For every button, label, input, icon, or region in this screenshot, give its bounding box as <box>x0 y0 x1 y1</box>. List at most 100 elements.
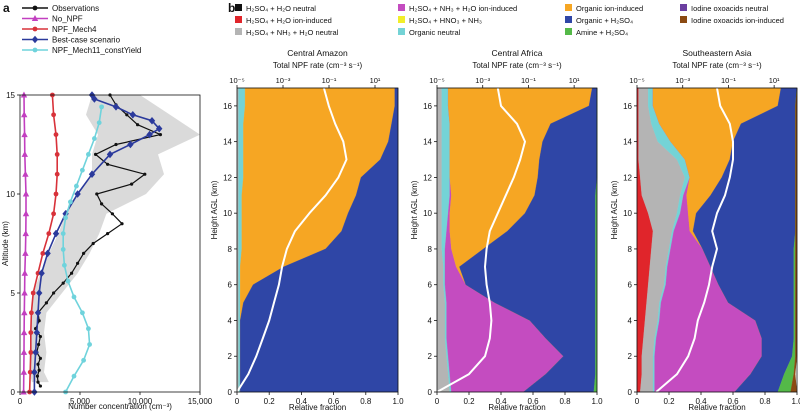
data-point <box>46 231 52 237</box>
data-point <box>106 150 114 159</box>
data-point <box>143 172 147 176</box>
data-point <box>106 162 110 166</box>
legend-swatch <box>565 4 572 11</box>
plot-frame <box>436 87 598 393</box>
y-tick-label: 16 <box>423 102 432 111</box>
y-tick-label: 6 <box>228 281 233 290</box>
x-tick-label: 0.4 <box>296 397 308 406</box>
data-point <box>52 229 60 238</box>
y-tick-label: 0 <box>11 388 16 397</box>
legend-item-h2so4-h2o-ion: H₂SO₄ + H₂O ion-induced <box>235 16 332 25</box>
data-point <box>80 167 85 173</box>
legend-label: H₂SO₄ + NH₃ + H₂O ion-induced <box>409 4 517 13</box>
data-point <box>21 150 28 157</box>
data-point <box>44 301 49 305</box>
legend-label: Organic neutral <box>409 28 461 37</box>
top-tick-label: 10⁻⁵ <box>429 76 444 85</box>
data-point <box>34 309 42 317</box>
subplot-southeastern-asia: 0 0.2 0.4 0.6 0.8 1.0 Relative fraction 0 2 4 6 8 10… <box>610 48 800 412</box>
data-point <box>94 152 98 156</box>
data-point <box>68 199 73 205</box>
y-tick-label: 10 <box>6 190 15 199</box>
legend-label: Observations <box>52 4 99 13</box>
series-line-observations <box>34 94 163 387</box>
x-tick-label: 5,000 <box>70 397 91 406</box>
top-axis-label: Total NPF rate (cm⁻³ s⁻¹) <box>672 61 762 70</box>
legend-label: NPF_Mech11_constYield <box>52 46 141 55</box>
data-point <box>158 133 162 137</box>
legend-swatch <box>565 28 572 35</box>
data-point <box>88 170 96 178</box>
data-point <box>53 132 59 138</box>
data-point <box>80 310 85 316</box>
legend-label: Best-case scenario <box>52 36 121 45</box>
legend-item-no-npf: No_NPF <box>22 15 83 24</box>
data-point <box>20 388 27 395</box>
y-tick-label: 2 <box>428 352 433 361</box>
x-tick-label: 0.8 <box>360 397 372 406</box>
subplot-title: Southeastern Asia <box>683 48 752 58</box>
legend-item-observations: Observations <box>22 4 99 13</box>
data-point <box>36 362 40 366</box>
legend-item-npf-mech4: NPF_Mech4 <box>22 25 97 34</box>
data-point <box>37 342 41 347</box>
data-point <box>22 170 29 177</box>
y-tick-label: 15 <box>6 91 15 100</box>
data-point <box>120 222 124 226</box>
data-point <box>52 291 56 295</box>
subplot-title: Central Amazon <box>287 48 348 58</box>
legend-marker <box>31 15 39 21</box>
data-point <box>20 329 28 336</box>
data-point <box>60 247 66 252</box>
series-line-no-npf <box>22 94 27 393</box>
y-tick-label: 14 <box>223 138 232 147</box>
legend-swatch <box>680 4 687 11</box>
legend-item-h2so4-h2o-neutral: H₂SO₄ + H₂O neutral <box>235 4 316 13</box>
data-point <box>70 271 74 275</box>
legend-item-organic-neutral: Organic neutral <box>398 28 461 37</box>
plot-frame <box>636 87 798 393</box>
legend-swatch <box>235 16 242 23</box>
top-tick-label: 10⁻³ <box>475 76 490 85</box>
data-point <box>129 111 136 119</box>
data-point <box>51 211 56 217</box>
y-tick-label: 4 <box>428 316 433 325</box>
total-npf-rate-profile <box>436 87 526 393</box>
data-point <box>29 310 34 316</box>
y-tick-label: 2 <box>228 352 233 361</box>
x-tick-label: 0 <box>235 397 240 406</box>
y-tick-label: 12 <box>223 173 232 182</box>
observation-uncertainty-band <box>29 95 200 383</box>
data-point <box>21 131 28 138</box>
legend-swatch <box>680 16 687 23</box>
panel-a-chart: 0 5,000 10,000 15,000 0 5 10 15 Number concentra… <box>1 4 213 411</box>
legend-swatch <box>235 4 242 11</box>
data-point <box>148 116 156 125</box>
data-point <box>112 103 120 111</box>
data-point <box>36 380 40 384</box>
series-line-npf-mech4 <box>28 94 58 393</box>
data-point <box>127 140 134 149</box>
y-tick-label: 14 <box>623 138 632 147</box>
x-tick-label: 0.6 <box>727 397 739 406</box>
top-axis-label: Total NPF rate (cm⁻³ s⁻¹) <box>472 61 562 70</box>
x-tick-label: 0 <box>435 397 440 406</box>
x-tick-label: 0 <box>18 397 23 406</box>
legend-swatch <box>565 16 572 23</box>
x-tick-label: 1.0 <box>591 397 603 406</box>
legend-label: H₂SO₄ + H₂O ion-induced <box>246 16 332 25</box>
data-point <box>22 230 29 237</box>
x-tick-label: 0 <box>635 397 640 406</box>
top-tick-label: 10⁻³ <box>675 76 690 85</box>
top-tick-label: 10⁻¹ <box>322 76 337 85</box>
legend-item-best-case-scenario: Best-case scenario <box>22 36 121 45</box>
data-point <box>20 348 28 355</box>
data-point <box>37 319 41 323</box>
data-point <box>27 369 33 375</box>
y-axis-label: Height AGL (km) <box>210 180 219 239</box>
data-point <box>91 95 98 103</box>
data-point <box>86 326 91 332</box>
legend-item-amine-h2so4: Amine + H₂SO₄ <box>565 28 628 37</box>
top-tick-label: 10⁻³ <box>276 76 291 85</box>
